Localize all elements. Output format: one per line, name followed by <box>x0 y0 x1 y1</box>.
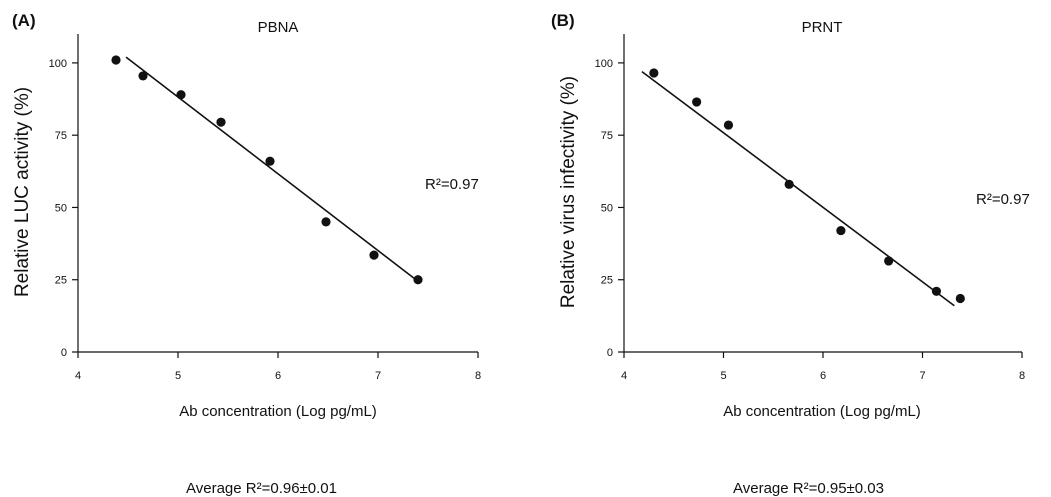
y-tick-label: 100 <box>595 58 613 70</box>
y-axis-label: Relative LUC activity (%) <box>12 87 33 297</box>
regression-line-layer <box>125 56 417 281</box>
data-point <box>176 90 186 100</box>
data-point <box>138 71 148 81</box>
data-points-layer <box>111 55 423 285</box>
panel-pbna: (A) PBNA Relative LUC activity (%) Ab co… <box>12 11 481 497</box>
data-point <box>216 117 226 127</box>
y-tick-label: 0 <box>61 347 67 359</box>
x-tick-label: 5 <box>720 370 726 382</box>
data-point <box>265 156 275 166</box>
panel-label: (B) <box>551 11 575 30</box>
x-tick-label: 8 <box>475 370 481 382</box>
x-tick-label: 5 <box>175 370 181 382</box>
average-r-squared: Average R²=0.95±0.03 <box>733 480 884 497</box>
data-point <box>692 97 702 107</box>
x-tick-label: 7 <box>375 370 381 382</box>
y-tick-label: 75 <box>55 130 67 142</box>
data-point <box>413 275 423 285</box>
y-tick-label: 100 <box>49 58 67 70</box>
y-tick-label: 75 <box>601 130 613 142</box>
data-point <box>931 286 942 296</box>
x-axis-label: Ab concentration (Log pg/mL) <box>723 403 921 420</box>
data-point <box>321 217 331 227</box>
x-axis-label: Ab concentration (Log pg/mL) <box>179 403 377 420</box>
panel-label: (A) <box>12 11 36 30</box>
y-tick-label: 25 <box>601 275 613 287</box>
y-tick-label: 25 <box>55 275 67 287</box>
x-tick-label: 4 <box>621 370 627 382</box>
data-points-layer <box>649 68 965 304</box>
average-r-squared: Average R²=0.96±0.01 <box>186 480 337 497</box>
x-tick-label: 8 <box>1019 370 1025 382</box>
data-point <box>955 293 965 304</box>
x-tick-label: 4 <box>75 370 81 382</box>
data-point <box>649 68 659 78</box>
axis-ticks: 4 5 6 7 8 0 25 50 75 100 <box>595 58 1025 382</box>
chart-title: PBNA <box>258 19 299 36</box>
x-tick-label: 6 <box>820 370 826 382</box>
r-squared-annotation: R²=0.97 <box>976 191 1030 208</box>
data-point <box>723 120 734 130</box>
y-tick-label: 0 <box>607 347 613 359</box>
regression-line <box>125 56 417 281</box>
chart-title: PRNT <box>802 19 843 36</box>
y-axis-label: Relative virus infectivity (%) <box>558 76 579 308</box>
x-tick-label: 6 <box>275 370 281 382</box>
x-tick-label: 7 <box>919 370 925 382</box>
panel-prnt: (B) PRNT Relative virus infectivity (%) … <box>551 11 1030 497</box>
data-point <box>111 55 121 65</box>
r-squared-annotation: R²=0.97 <box>425 176 479 193</box>
y-tick-label: 50 <box>601 202 613 214</box>
y-tick-label: 50 <box>55 202 67 214</box>
data-point <box>884 256 894 266</box>
regression-line <box>641 70 955 307</box>
regression-line-layer <box>641 70 955 307</box>
data-point <box>369 250 379 260</box>
data-point <box>784 179 794 189</box>
axis-ticks: 4 5 6 7 8 0 25 50 75 100 <box>49 58 481 382</box>
data-point <box>836 225 846 236</box>
